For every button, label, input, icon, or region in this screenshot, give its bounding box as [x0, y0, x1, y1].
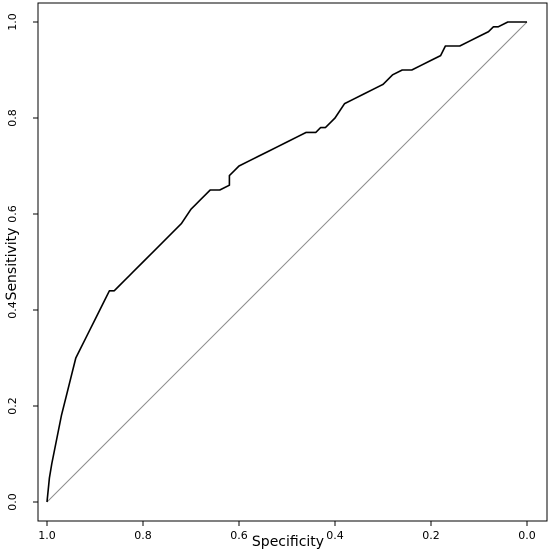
x-tick-label: 0.0 [518, 529, 536, 542]
x-tick-label: 0.2 [422, 529, 440, 542]
y-axis-title: Sensitivity [4, 228, 20, 301]
x-tick-label: 0.6 [230, 529, 248, 542]
x-axis-ticks: 1.0 0.8 0.6 0.4 0.2 0.0 [38, 521, 536, 542]
y-tick-label: 0.4 [6, 301, 19, 319]
roc-curve [46, 21, 527, 503]
x-tick-label: 1.0 [38, 529, 56, 542]
reference-diagonal [46, 21, 528, 503]
x-tick-label: 0.4 [326, 529, 344, 542]
y-tick-label: 0.6 [6, 205, 19, 223]
y-axis-ticks: 0.0 0.2 0.4 0.6 0.8 1.0 [6, 13, 38, 511]
x-tick-label: 0.8 [134, 529, 152, 542]
y-tick-label: 0.0 [6, 493, 19, 511]
y-tick-label: 0.8 [6, 109, 19, 127]
y-tick-label: 1.0 [6, 13, 19, 31]
x-axis-title: Specificity [252, 534, 324, 550]
plot-frame [37, 2, 548, 522]
y-tick-label: 0.2 [6, 397, 19, 415]
